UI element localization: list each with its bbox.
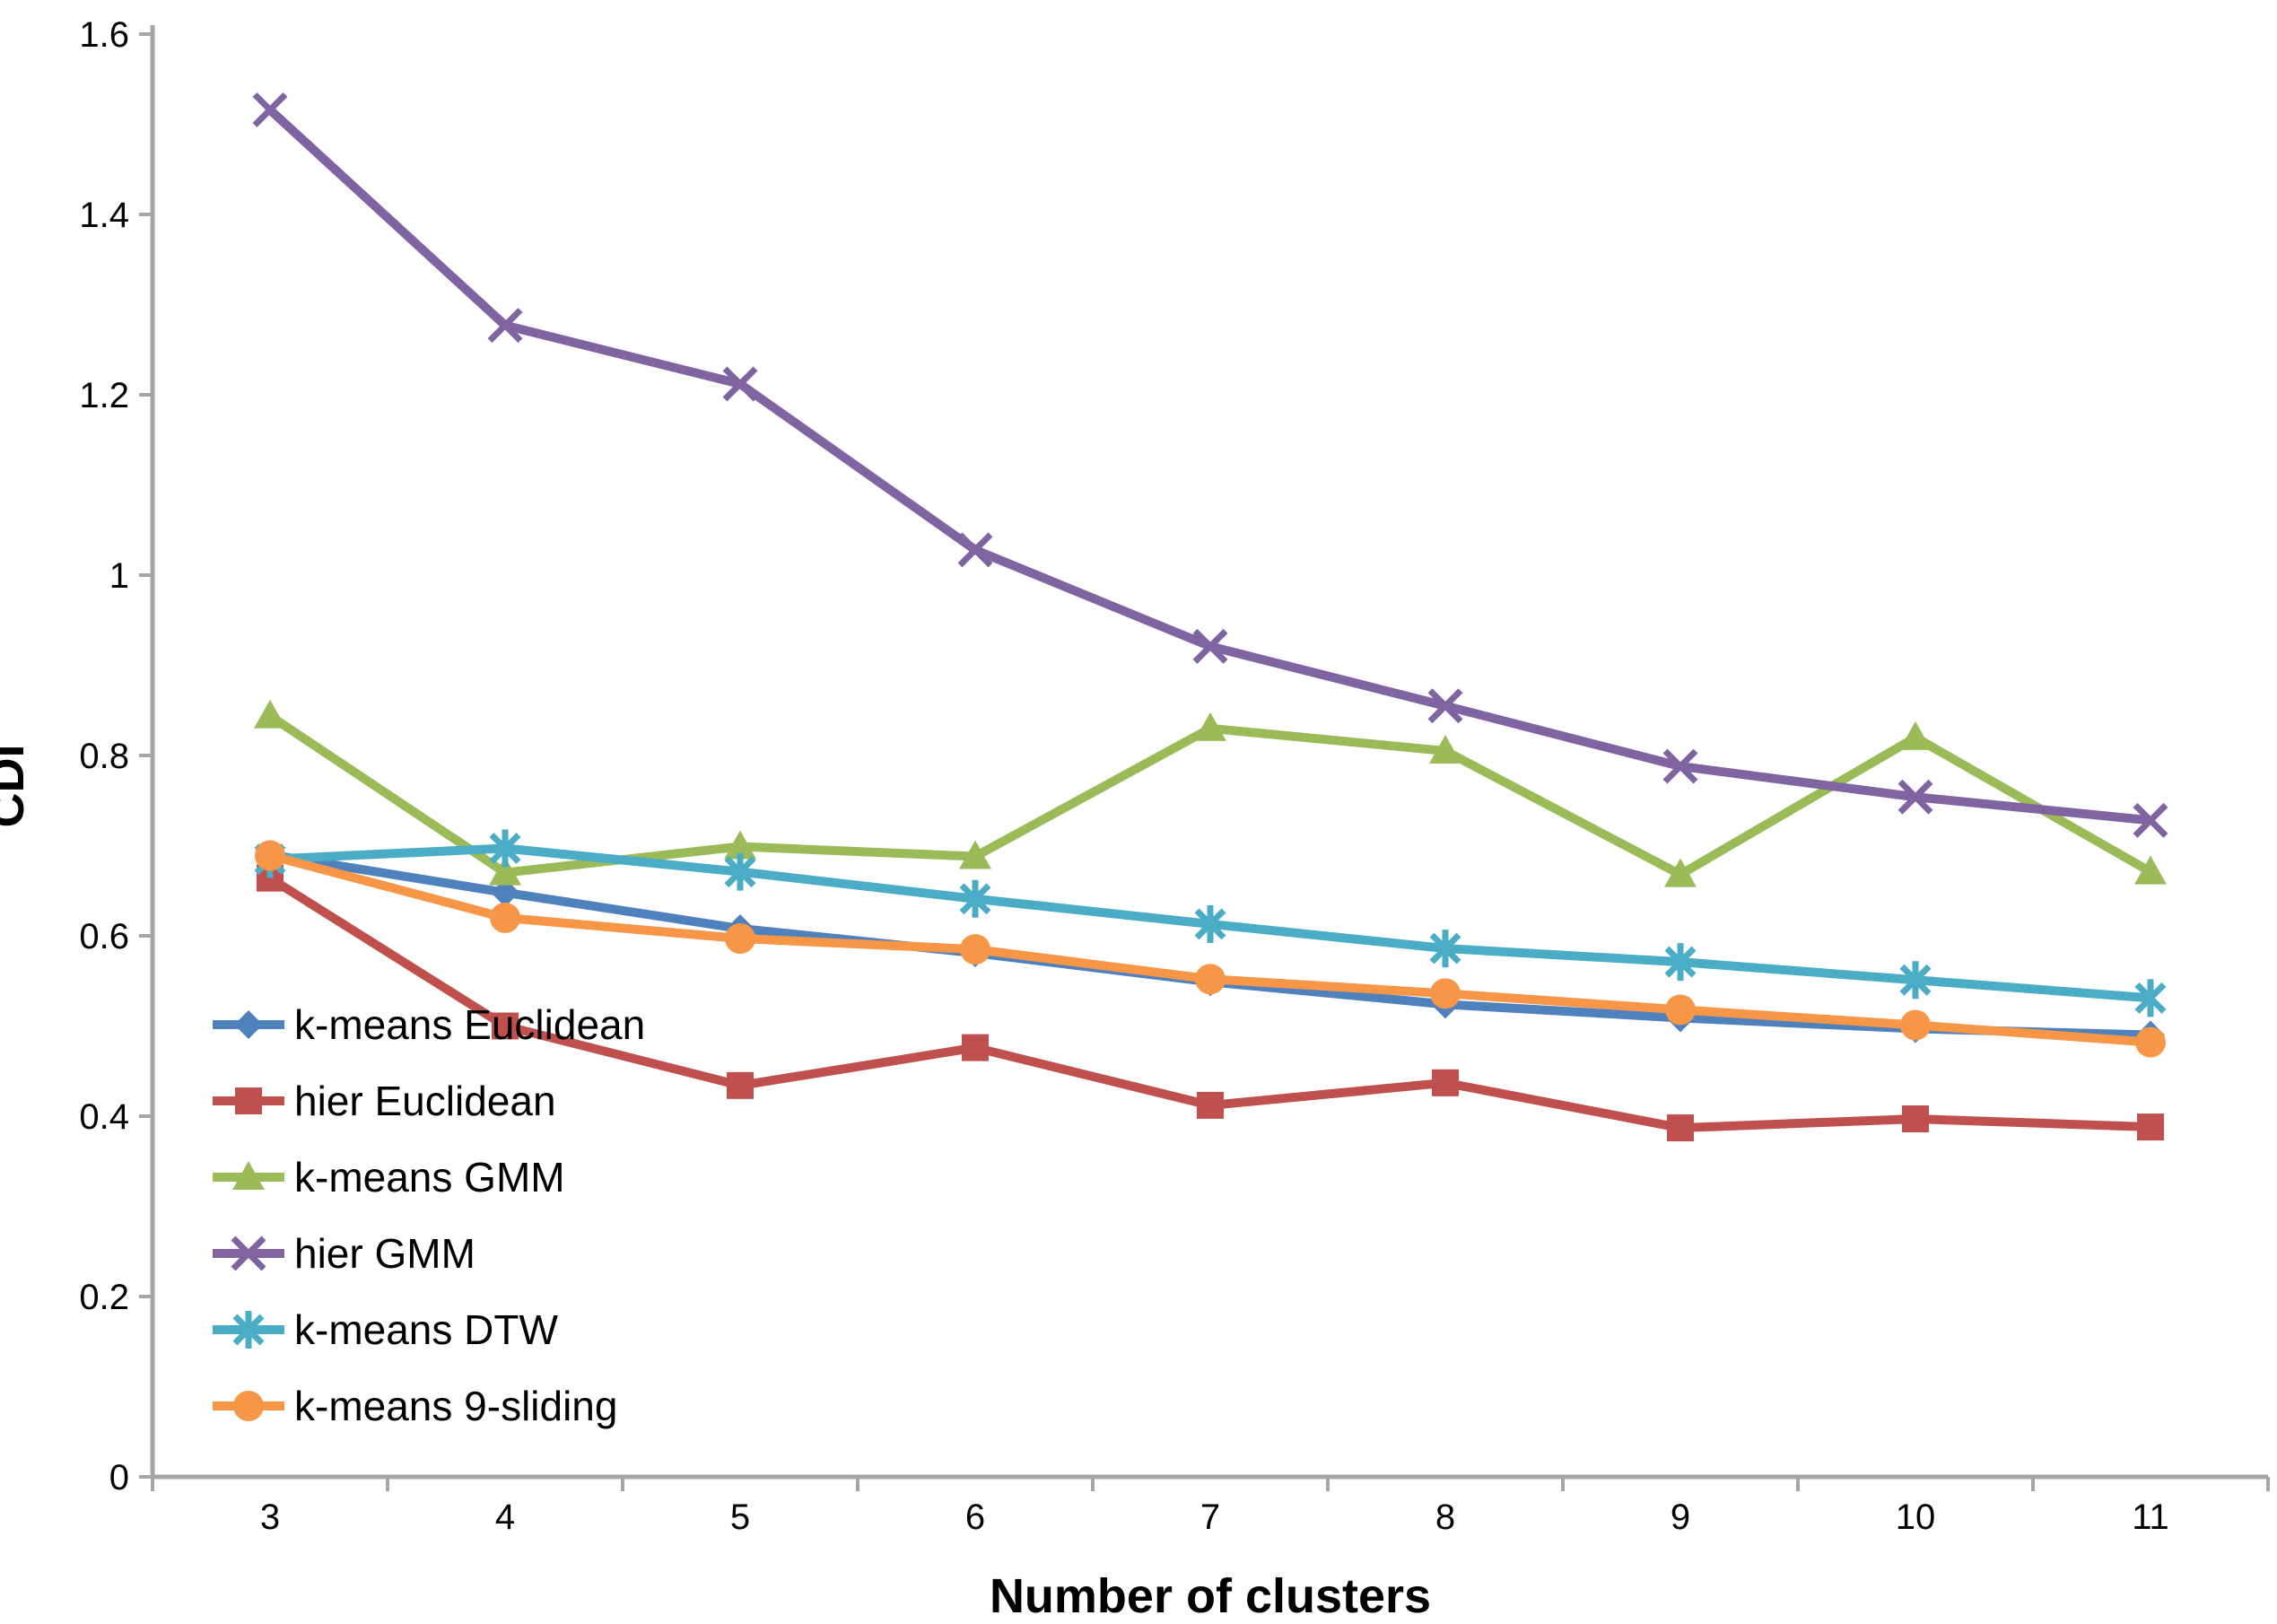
marker-asterisk [2134, 982, 2167, 1014]
marker-triangle [489, 856, 521, 886]
marker-circle [1665, 994, 1696, 1026]
marker-triangle [1429, 734, 1461, 764]
marker-triangle [2134, 855, 2167, 885]
legend-item-k-means-9-sliding: k-means 9-sliding [213, 1383, 617, 1429]
marker-asterisk [489, 833, 521, 864]
legend-label: k-means DTW [294, 1306, 558, 1353]
marker-circle [2135, 1026, 2166, 1058]
marker-diamond [491, 877, 519, 907]
legend-label: k-means Euclidean [294, 1001, 645, 1048]
legend-label: hier Euclidean [294, 1078, 556, 1124]
marker-square [1667, 1114, 1694, 1142]
y-tick-label: 0 [109, 1458, 129, 1497]
y-tick-label: 1.6 [79, 15, 129, 55]
marker-circle [1900, 1009, 1931, 1041]
axes: 0 0.2 0.4 0.6 0.8 1 1.2 1.4 1.6 3 4 5 6 7 8 9 10 11 [79, 15, 2270, 1537]
marker-circle [233, 1391, 264, 1421]
marker-triangle [1664, 858, 1697, 887]
legend-label: hier GMM [294, 1230, 475, 1277]
marker-asterisk [1664, 946, 1697, 978]
marker-x [1898, 779, 1933, 815]
marker-asterisk [959, 883, 991, 915]
marker-x [722, 366, 758, 402]
marker-square [2137, 1113, 2164, 1141]
marker-square [1432, 1069, 1459, 1096]
y-tick-label: 0.8 [79, 737, 129, 776]
marker-diamond [234, 1010, 263, 1039]
marker-x [231, 1235, 266, 1271]
marker-square [727, 1071, 754, 1099]
marker-x [1662, 748, 1698, 784]
marker-square [1902, 1105, 1929, 1133]
legend-label: k-means 9-sliding [294, 1383, 617, 1429]
y-tick-label: 0.4 [79, 1097, 129, 1137]
marker-triangle [232, 1161, 265, 1190]
legend-item-k-means-dtw: k-means DTW [213, 1306, 558, 1353]
x-axis-title: Number of clusters [989, 1569, 1432, 1623]
x-tick-label: 10 [1896, 1497, 1936, 1537]
marker-circle [960, 934, 990, 965]
x-tick-label: 6 [965, 1497, 985, 1537]
marker-asterisk [1899, 964, 1932, 996]
marker-asterisk [1194, 908, 1226, 940]
y-tick-label: 0.2 [79, 1278, 129, 1317]
marker-circle [1195, 964, 1226, 995]
marker-triangle [254, 699, 286, 729]
y-axis-title: CDI [0, 744, 34, 828]
marker-asterisk [1429, 932, 1461, 965]
legend-item-k-means-euclidean: k-means Euclidean [213, 1001, 645, 1048]
legend-item-hier-euclidean: hier Euclidean [213, 1078, 556, 1124]
marker-x [957, 532, 993, 568]
marker-square [1197, 1091, 1224, 1119]
x-tick-label: 4 [495, 1497, 515, 1537]
series-k-means-9-sliding [255, 840, 2166, 1058]
marker-asterisk [232, 1314, 265, 1346]
marker-x [1427, 688, 1463, 724]
marker-triangle [959, 840, 991, 869]
marker-triangle [724, 830, 756, 860]
y-tick-label: 0.6 [79, 917, 129, 956]
x-tick-label: 8 [1435, 1497, 1455, 1537]
series-hier-gmm [252, 92, 2168, 838]
legend-item-hier-gmm: hier GMM [213, 1230, 475, 1277]
marker-triangle [1899, 720, 1932, 750]
y-tick-label: 1 [109, 556, 129, 596]
legend: k-means Euclidean hier Euclidean k-means G… [213, 1001, 645, 1429]
legend-label: k-means GMM [294, 1154, 565, 1201]
marker-square [962, 1034, 989, 1061]
legend-item-k-means-gmm: k-means GMM [213, 1154, 565, 1201]
x-tick-label: 3 [260, 1497, 280, 1537]
marker-x [487, 308, 523, 344]
marker-x [252, 92, 288, 127]
y-tick-label: 1.2 [79, 376, 129, 415]
y-tick-label: 1.4 [79, 196, 129, 235]
series-hier-euclidean [257, 864, 2164, 1142]
x-tick-label: 11 [2132, 1497, 2169, 1537]
marker-circle [255, 840, 285, 871]
x-tick-label: 9 [1671, 1497, 1690, 1537]
marker-square [235, 1087, 262, 1114]
marker-x [1192, 628, 1228, 664]
marker-circle [490, 902, 520, 933]
x-tick-label: 5 [730, 1497, 750, 1537]
marker-x [2133, 802, 2168, 838]
marker-square [492, 1012, 519, 1040]
marker-circle [1430, 978, 1461, 1009]
marker-asterisk [724, 856, 756, 888]
x-tick-label: 7 [1200, 1497, 1220, 1537]
marker-triangle [1194, 712, 1226, 741]
marker-circle [725, 923, 755, 955]
